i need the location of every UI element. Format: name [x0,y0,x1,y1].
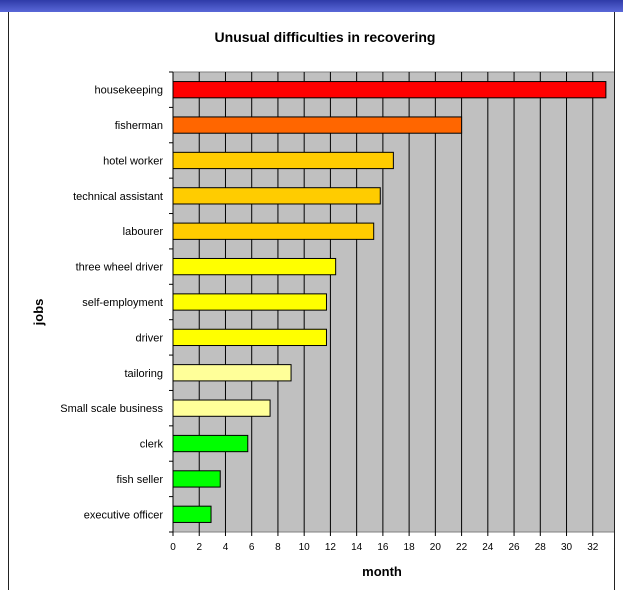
y-tick-label: hotel worker [103,155,163,167]
y-tick-label: tailoring [124,368,163,380]
bar-labourer [172,222,375,240]
x-tick-label: 30 [561,542,573,553]
y-tick-label: fisherman [115,120,163,132]
y-tick-label: clerk [140,439,164,451]
bar-executive-officer [172,505,212,523]
x-tick-label: 12 [325,542,337,553]
x-tick-label: 16 [377,542,389,553]
bar-tailoring [172,364,292,382]
x-tick-label: 26 [508,542,520,553]
x-tick-label: 4 [223,542,229,553]
y-tick-label: executive officer [84,509,164,521]
bar-clerk [172,434,249,453]
y-tick-label: fish seller [117,474,164,486]
bar-driver [172,328,327,347]
y-axis-label: jobs [31,299,46,327]
x-tick-label: 28 [535,542,547,553]
bar-fisherman [172,116,463,134]
x-tick-label: 22 [456,542,468,553]
window-top-band [0,0,623,12]
y-tick-label: labourer [123,226,164,238]
x-tick-label: 2 [196,542,202,553]
y-tick-label: technical assistant [73,191,163,203]
y-tick-label: housekeeping [94,85,163,97]
bar-technical-assistant [172,187,381,205]
x-tick-label: 20 [430,542,442,553]
x-tick-label: 6 [249,542,255,553]
bar-three-wheel-driver [172,257,337,276]
plot-area: 0246810121416182022242628303234housekeep… [60,71,623,553]
x-tick-label: 34 [613,542,614,553]
bar-housekeeping [172,81,607,99]
y-tick-label: Small scale business [60,403,163,415]
x-tick-label: 8 [275,542,281,553]
x-tick-label: 14 [351,542,363,553]
x-tick-label: 32 [587,542,599,553]
chart-title: Unusual difficulties in recovering [215,29,436,45]
bar-self-employment [172,293,327,311]
y-tick-label: self-employment [82,297,163,309]
y-tick-label: driver [135,332,163,344]
bar-hotel-worker [172,151,394,170]
x-tick-label: 24 [482,542,494,553]
bar-small-scale-business [172,399,271,417]
x-tick-label: 18 [404,542,416,553]
y-tick-label: three wheel driver [76,262,164,274]
x-tick-label: 10 [299,542,311,553]
bar-fish-seller [172,470,221,488]
x-tick-label: 0 [170,542,176,553]
x-axis-label: month [362,564,402,579]
